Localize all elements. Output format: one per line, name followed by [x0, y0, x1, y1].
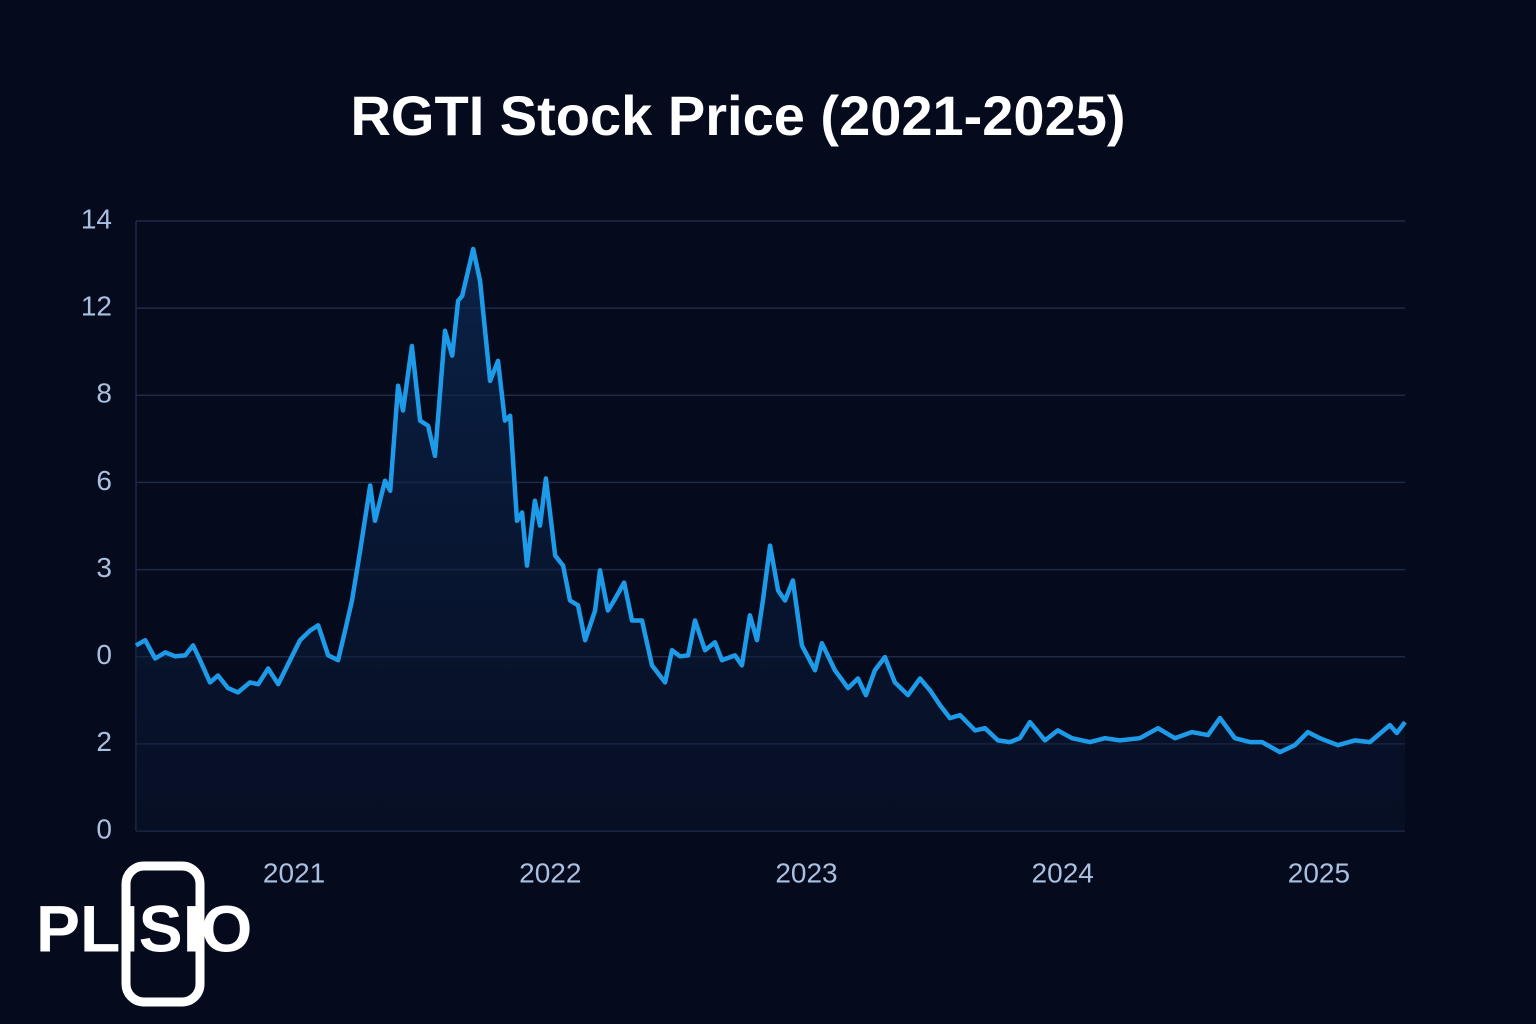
price-line: [134, 246, 1407, 755]
x-tick-label: 2024: [1032, 857, 1094, 888]
y-tick-label: 6: [96, 465, 112, 496]
y-tick-label: 0: [96, 813, 112, 844]
y-tick-label: 2: [96, 726, 112, 757]
y-tick-label: 8: [96, 378, 112, 409]
y-tick-label: 12: [81, 291, 112, 322]
y-tick-label: 0: [96, 639, 112, 670]
y-tick-label: 14: [81, 203, 112, 234]
logo-frame: [121, 861, 205, 1007]
x-tick-label: 2023: [775, 857, 837, 888]
x-tick-label: 2022: [519, 857, 581, 888]
y-tick-label: 3: [96, 552, 112, 583]
area-fill: [136, 248, 1405, 831]
x-tick-label: 2025: [1288, 857, 1350, 888]
logo: PLISIO: [36, 891, 252, 965]
x-tick-label: 2021: [263, 857, 325, 888]
chart-title: RGTI Stock Price (2021-2025): [350, 84, 1125, 147]
